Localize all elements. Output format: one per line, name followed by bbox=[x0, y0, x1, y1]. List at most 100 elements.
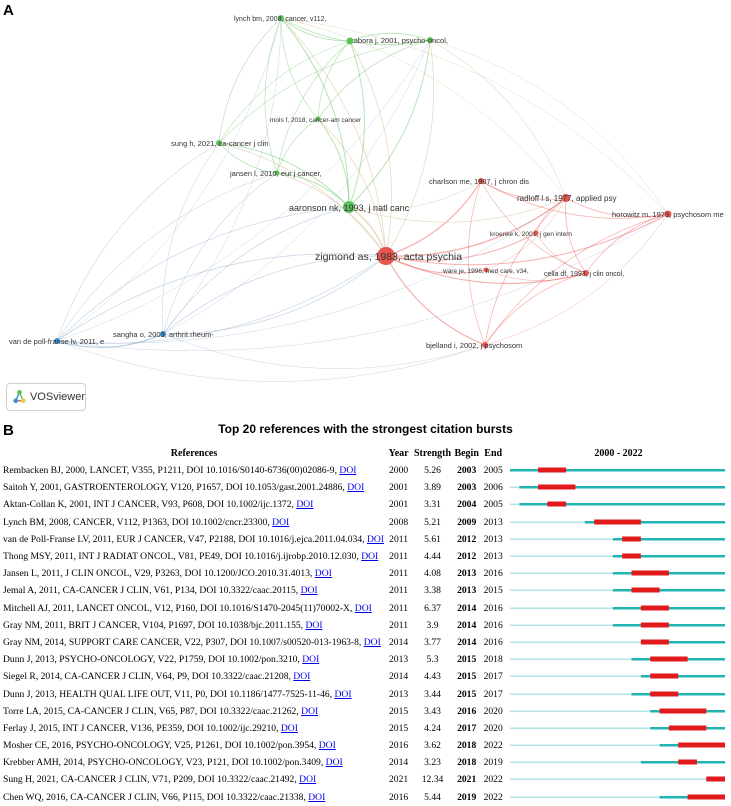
burst-timeline bbox=[509, 691, 725, 697]
network-node[interactable] bbox=[483, 267, 489, 273]
active-period-line bbox=[612, 572, 725, 575]
begin-cell: 2003 bbox=[457, 465, 477, 477]
begin-cell: 2015 bbox=[457, 671, 477, 683]
table-row: Gray NM, 2014, SUPPORT CARE CANCER, V22,… bbox=[3, 634, 731, 651]
end-cell: 2016 bbox=[483, 568, 503, 580]
doi-link[interactable]: DOI bbox=[334, 688, 352, 700]
reference-cell: Gray NM, 2011, BRIT J CANCER, V104, P169… bbox=[3, 617, 385, 634]
strength-cell: 4.44 bbox=[424, 551, 441, 563]
pre-publication-line bbox=[509, 486, 520, 489]
network-link bbox=[264, 17, 282, 174]
pre-publication-line bbox=[509, 572, 613, 575]
citation-burst-table: References Year Strength Begin End 2000 … bbox=[3, 445, 731, 806]
doi-link[interactable]: DOI bbox=[366, 533, 384, 545]
network-node[interactable] bbox=[315, 116, 321, 122]
network-link bbox=[56, 142, 220, 342]
network-node[interactable] bbox=[533, 230, 539, 236]
table-row: Krebber AMH, 2014, PSYCHO-ONCOLOGY, V23,… bbox=[3, 754, 731, 771]
network-link bbox=[218, 142, 278, 174]
begin-cell: 2012 bbox=[457, 533, 477, 545]
doi-link[interactable]: DOI bbox=[325, 757, 343, 769]
network-link bbox=[349, 40, 392, 257]
network-link bbox=[484, 272, 587, 346]
doi-link[interactable]: DOI bbox=[305, 619, 323, 631]
network-link bbox=[385, 197, 567, 257]
pre-publication-line bbox=[509, 641, 641, 644]
doi-link[interactable]: DOI bbox=[301, 705, 319, 717]
strength-cell: 5.21 bbox=[424, 516, 441, 528]
network-node[interactable] bbox=[216, 140, 222, 146]
network-node-label: sangha o, 2003, arthrit rheum- bbox=[113, 330, 214, 339]
network-link bbox=[429, 39, 567, 199]
doi-link[interactable]: DOI bbox=[318, 740, 336, 752]
doi-link[interactable]: DOI bbox=[293, 671, 311, 683]
network-node[interactable] bbox=[664, 210, 672, 218]
burst-bar bbox=[659, 708, 707, 714]
pre-publication-line bbox=[509, 675, 641, 678]
begin-cell: 2018 bbox=[457, 757, 477, 769]
doi-link[interactable]: DOI bbox=[339, 465, 357, 477]
network-link bbox=[484, 213, 669, 346]
network-node[interactable] bbox=[160, 331, 166, 337]
doi-link[interactable]: DOI bbox=[354, 602, 372, 614]
doi-link[interactable]: DOI bbox=[308, 791, 326, 803]
doi-link[interactable]: DOI bbox=[314, 568, 332, 580]
strength-cell: 4.24 bbox=[424, 722, 441, 734]
network-link bbox=[280, 17, 567, 199]
network-link bbox=[348, 39, 431, 208]
doi-link[interactable]: DOI bbox=[296, 499, 314, 511]
year-cell: 2015 bbox=[389, 705, 409, 717]
network-node[interactable] bbox=[562, 194, 570, 202]
network-node[interactable] bbox=[54, 338, 60, 344]
begin-cell: 2014 bbox=[457, 602, 477, 614]
network-link bbox=[280, 17, 350, 208]
network-link bbox=[348, 197, 567, 223]
doi-link[interactable]: DOI bbox=[302, 654, 320, 666]
reference-cell: Dunn J, 2013, HEALTH QUAL LIFE OUT, V11,… bbox=[3, 685, 385, 702]
network-node-label: radloff l s, 1977, applied psy bbox=[517, 194, 616, 203]
network-node[interactable] bbox=[583, 270, 589, 276]
doi-link[interactable]: DOI bbox=[300, 585, 318, 597]
begin-cell: 2013 bbox=[457, 568, 477, 580]
network-node[interactable] bbox=[478, 178, 484, 184]
burst-timeline bbox=[509, 570, 725, 576]
network-link bbox=[280, 17, 387, 257]
table-row: Jemal A, 2011, CA-CANCER J CLIN, V61, P1… bbox=[3, 582, 731, 599]
doi-link[interactable]: DOI bbox=[272, 516, 290, 528]
doi-link[interactable]: DOI bbox=[363, 636, 381, 648]
doi-link[interactable]: DOI bbox=[361, 551, 379, 563]
network-node[interactable] bbox=[343, 201, 355, 213]
burst-timeline bbox=[509, 759, 725, 765]
reference-text: Lynch BM, 2008, CANCER, V112, P1363, DOI… bbox=[3, 516, 273, 528]
network-node-label: jansen l, 2010, eur j cancer, bbox=[229, 169, 322, 178]
burst-timeline bbox=[509, 673, 725, 679]
active-period-line bbox=[640, 640, 725, 644]
reference-cell: Gray NM, 2014, SUPPORT CARE CANCER, V22,… bbox=[3, 634, 385, 651]
network-link bbox=[385, 213, 669, 266]
citation-burst-panel: B Top 20 references with the strongest c… bbox=[0, 418, 731, 803]
burst-timeline bbox=[509, 725, 725, 731]
strength-cell: 6.37 bbox=[424, 602, 441, 614]
burst-bar bbox=[640, 639, 669, 645]
network-node[interactable] bbox=[346, 37, 354, 45]
doi-link[interactable]: DOI bbox=[280, 722, 298, 734]
network-node[interactable] bbox=[482, 342, 488, 348]
network-node-label: kroenke k, 2001, j gen intern bbox=[490, 231, 572, 238]
network-node[interactable] bbox=[377, 247, 395, 265]
network-node[interactable] bbox=[274, 170, 280, 176]
network-link bbox=[280, 17, 351, 42]
burst-timeline bbox=[509, 776, 725, 782]
network-node[interactable] bbox=[278, 15, 284, 21]
reference-text: Krebber AMH, 2014, PSYCHO-ONCOLOGY, V23,… bbox=[3, 757, 326, 769]
doi-link[interactable]: DOI bbox=[347, 482, 365, 494]
network-link bbox=[56, 197, 567, 344]
burst-timeline bbox=[509, 605, 725, 611]
pre-publication-line bbox=[509, 624, 613, 626]
burst-bar bbox=[706, 776, 725, 782]
active-period-line bbox=[612, 589, 725, 592]
strength-cell: 3.44 bbox=[424, 688, 441, 700]
network-link bbox=[385, 255, 587, 285]
doi-link[interactable]: DOI bbox=[299, 774, 317, 786]
network-link bbox=[162, 172, 278, 335]
network-node[interactable] bbox=[427, 37, 433, 43]
